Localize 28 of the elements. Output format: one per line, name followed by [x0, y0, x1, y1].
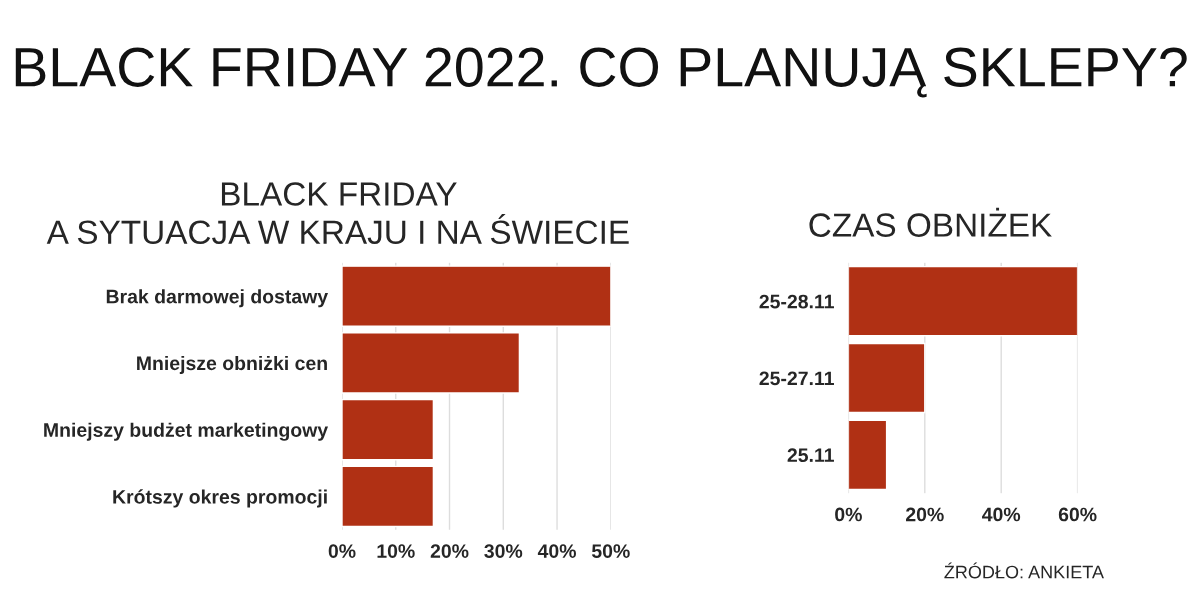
bar: [342, 265, 611, 327]
y-tick-label: 25-28.11: [759, 294, 834, 309]
x-tick-label: 0%: [328, 544, 356, 558]
chart-subtitle: BLACK FRIDAY A SYTUACJA W KRAJU I NA ŚWIECIE: [46, 182, 629, 245]
x-tick-label: 0%: [835, 507, 862, 522]
x-tick-label: 20%: [430, 544, 469, 558]
y-tick-label: Krótszy okres promocji: [113, 489, 327, 508]
bar: [848, 342, 926, 414]
x-tick-label: 20%: [906, 507, 944, 522]
bar: [342, 332, 521, 394]
text: ŹRÓDŁO: ANKIETA: [944, 562, 1104, 579]
y-tick-label: Mniejsze obniżki cen: [137, 355, 327, 375]
y-tick-label: Mniejszy budżet marketingowy: [44, 422, 329, 441]
x-tick-label: 50%: [591, 544, 630, 558]
x-tick-label: 40%: [537, 544, 576, 558]
y-tick-label: 25-27.11: [759, 371, 834, 386]
bar: [848, 419, 888, 491]
bar: [342, 465, 435, 528]
x-tick-label: 60%: [1058, 507, 1097, 522]
chart-title: BLACK FRIDAY 2022. CO PLANUJĄ SKLEPY?: [15, 47, 1187, 98]
chart-title: CZAS OBNIŻEK: [809, 207, 1052, 237]
x-tick-label: 30%: [484, 544, 523, 558]
bar: [342, 398, 435, 461]
y-tick-label: 25.11: [787, 448, 834, 463]
x-tick-label: 10%: [377, 544, 415, 558]
y-tick-label: Brak darmowej dostawy: [106, 289, 329, 308]
x-tick-label: 40%: [982, 507, 1021, 522]
bar: [848, 265, 1078, 337]
